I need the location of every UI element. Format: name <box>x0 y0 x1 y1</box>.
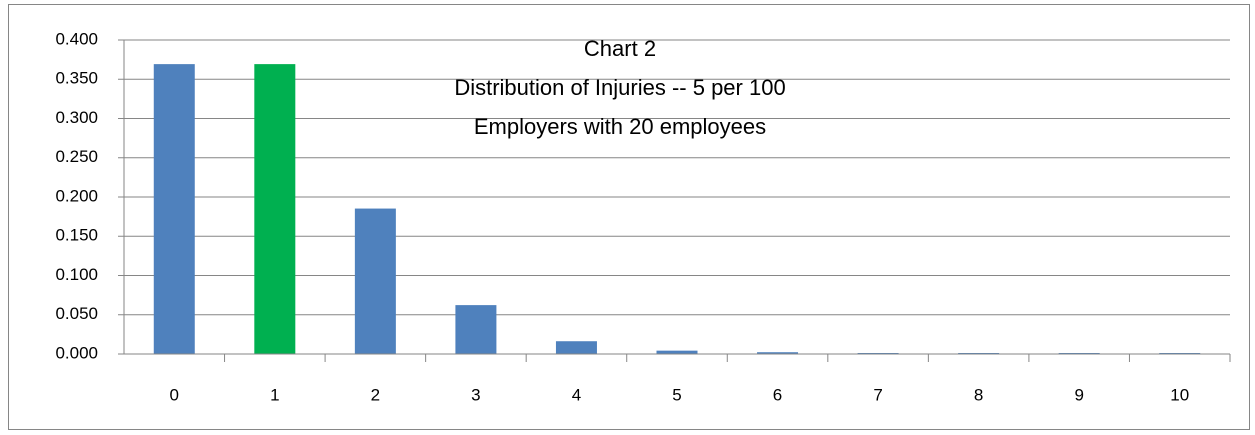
bar <box>354 208 396 355</box>
y-tick-label: 0.050 <box>55 304 98 323</box>
bar <box>153 64 195 355</box>
x-tick-label: 4 <box>572 385 581 404</box>
x-tick-label: 10 <box>1170 385 1189 404</box>
x-tick-label: 1 <box>270 385 279 404</box>
chart-title: Distribution of Injuries -- 5 per 100 <box>454 75 785 100</box>
x-tick-label: 3 <box>471 385 480 404</box>
chart-title: Employers with 20 employees <box>474 114 766 139</box>
y-tick-label: 0.000 <box>55 343 98 362</box>
y-tick-label: 0.300 <box>55 108 98 127</box>
bar <box>254 64 296 355</box>
x-tick-label: 8 <box>974 385 983 404</box>
x-tick-label: 0 <box>170 385 179 404</box>
chart-title: Chart 2 <box>584 36 656 61</box>
x-tick-label: 2 <box>371 385 380 404</box>
x-tick-label: 5 <box>672 385 681 404</box>
y-tick-label: 0.350 <box>55 69 98 88</box>
y-tick-label: 0.100 <box>55 265 98 284</box>
x-tick-label: 6 <box>773 385 782 404</box>
chart-frame <box>8 4 1250 430</box>
y-tick-label: 0.200 <box>55 186 98 205</box>
x-tick-label: 7 <box>873 385 882 404</box>
y-tick-label: 0.250 <box>55 147 98 166</box>
y-tick-label: 0.400 <box>55 29 98 48</box>
x-tick-label: 9 <box>1074 385 1083 404</box>
bar <box>555 341 597 355</box>
bar <box>455 305 497 355</box>
y-tick-label: 0.150 <box>55 226 98 245</box>
